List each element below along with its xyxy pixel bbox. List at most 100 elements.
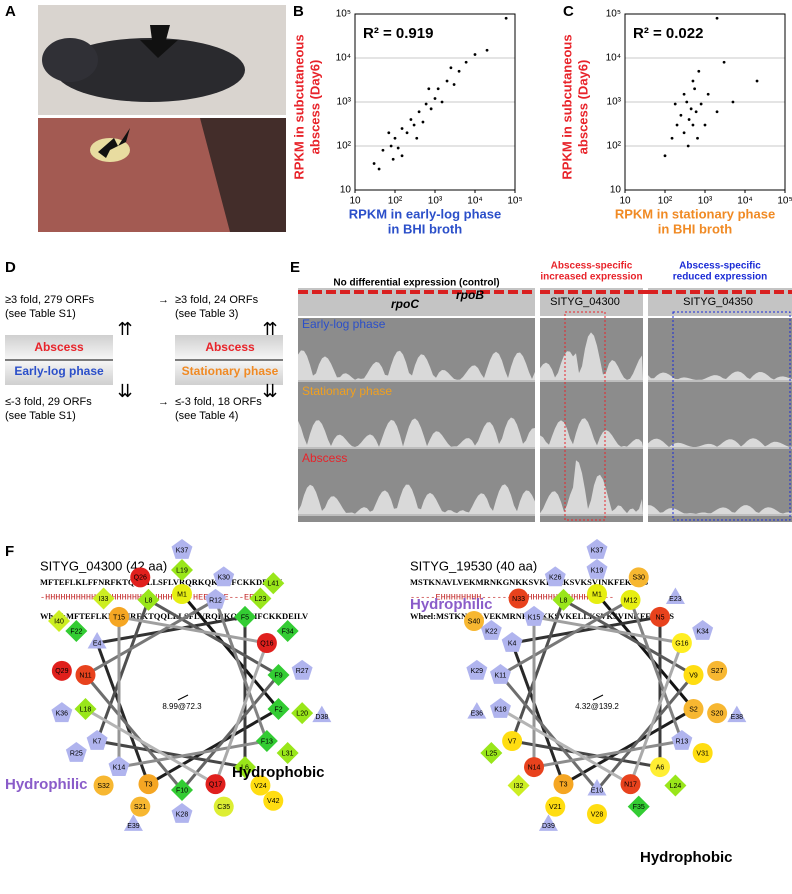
panel-label: F	[5, 543, 14, 560]
gene-arrow	[676, 290, 686, 294]
residue-label: I33	[99, 596, 109, 603]
residue	[75, 664, 96, 685]
sequence: MFTEFLKLFFNRFKTQQLLLSFLVRQRKQKLSIFCKKDEI…	[40, 577, 283, 587]
residue	[205, 588, 226, 609]
track-header: Abscess-specific	[551, 261, 633, 272]
gene-arrow	[438, 290, 448, 294]
point	[485, 48, 489, 52]
point	[387, 131, 391, 135]
coverage	[298, 484, 535, 514]
residue-label: E36	[471, 711, 484, 718]
gene-arrow	[424, 290, 434, 294]
x-tick-label: 10	[619, 196, 631, 207]
x-tick-label: 10²	[658, 196, 673, 207]
gene-label: SITYG_04300	[550, 296, 620, 308]
gene-arrow	[624, 290, 634, 294]
residue	[137, 588, 160, 611]
residue	[502, 731, 523, 751]
residue-label: M1	[592, 591, 602, 598]
residue-label: R27	[296, 668, 309, 675]
gene-arrow	[582, 290, 592, 294]
y-tick-label: 10³	[337, 97, 352, 108]
residue	[171, 779, 193, 801]
residue-label: I40	[54, 618, 64, 625]
residue	[467, 702, 487, 719]
wheel-spoke	[96, 739, 246, 769]
protein-title: SITYG_19530 (40 aa)	[410, 558, 537, 573]
down-arrow: ⇊	[262, 381, 277, 401]
point	[673, 102, 677, 106]
gene-arrow	[610, 290, 620, 294]
point	[424, 102, 428, 106]
wheel-spoke	[118, 615, 268, 645]
point	[429, 107, 433, 111]
residue	[586, 559, 608, 579]
plot-frame	[354, 13, 516, 191]
annotation: R² = 0.919	[363, 25, 433, 42]
y-axis-label: RPKM in subcutaneous	[291, 34, 306, 179]
residue	[692, 743, 713, 763]
residue-label: F35	[633, 804, 645, 811]
residue	[205, 774, 226, 795]
mouse-body	[55, 38, 245, 102]
point	[731, 100, 735, 104]
wheel-spoke	[147, 598, 280, 677]
point	[464, 60, 468, 64]
mouse-head	[42, 38, 98, 82]
residue	[538, 814, 558, 831]
point	[473, 53, 477, 56]
residue-label: K29	[471, 668, 484, 675]
residue-label: Q26	[134, 575, 147, 582]
residue	[267, 663, 290, 686]
fold-text: ≥3 fold, 24 ORFs	[175, 294, 259, 306]
wheel-spoke	[118, 739, 268, 769]
gene-arrow	[354, 290, 364, 294]
residue-label: K22	[485, 628, 498, 635]
residue	[108, 756, 130, 776]
point	[691, 79, 695, 83]
residue	[172, 584, 192, 604]
residue-label: M12	[624, 597, 638, 604]
x-tick-label: 10⁵	[777, 196, 792, 207]
coverage	[298, 350, 535, 380]
point	[682, 131, 686, 135]
residue-label: K37	[176, 547, 189, 554]
residue	[552, 588, 575, 611]
gene-arrow	[704, 290, 714, 294]
up-arrow: ⇈	[117, 319, 132, 339]
residue	[587, 804, 607, 824]
point	[405, 131, 409, 135]
residue-label: L24	[670, 783, 682, 790]
residue-label: T3	[559, 781, 567, 788]
point	[682, 92, 686, 96]
sequence: MSTKNAVLVEKMRNKGNKKSVKELLKSVKSVINKFEKEDS	[410, 577, 648, 587]
residue	[707, 703, 728, 724]
wheel-spoke	[214, 642, 269, 785]
down-arrow: ⇊	[117, 381, 132, 401]
residue	[671, 730, 693, 750]
highlight-box	[564, 311, 606, 521]
residue	[65, 742, 87, 762]
x-tick-label: 10²	[388, 196, 403, 207]
track-header: increased expression	[540, 272, 642, 283]
residue-label: K4	[508, 640, 517, 647]
wheel-spoke	[595, 593, 695, 710]
coverage	[298, 417, 535, 447]
coverage-area	[648, 318, 792, 522]
point	[457, 69, 461, 73]
residue-label: L31	[282, 750, 294, 757]
residue	[620, 589, 641, 610]
residue	[649, 606, 670, 627]
arrow	[98, 128, 130, 158]
residue-label: L25	[486, 750, 498, 757]
residue	[312, 705, 332, 723]
wheel-spoke	[533, 739, 683, 769]
residue-label: K19	[591, 567, 604, 574]
residue-label: S2	[689, 706, 698, 713]
point	[685, 100, 689, 104]
gene-arrow	[540, 290, 550, 294]
point	[689, 107, 693, 111]
y-axis-label: RPKM in subcutaneous	[559, 34, 574, 179]
residue	[171, 803, 193, 823]
point	[393, 136, 397, 140]
